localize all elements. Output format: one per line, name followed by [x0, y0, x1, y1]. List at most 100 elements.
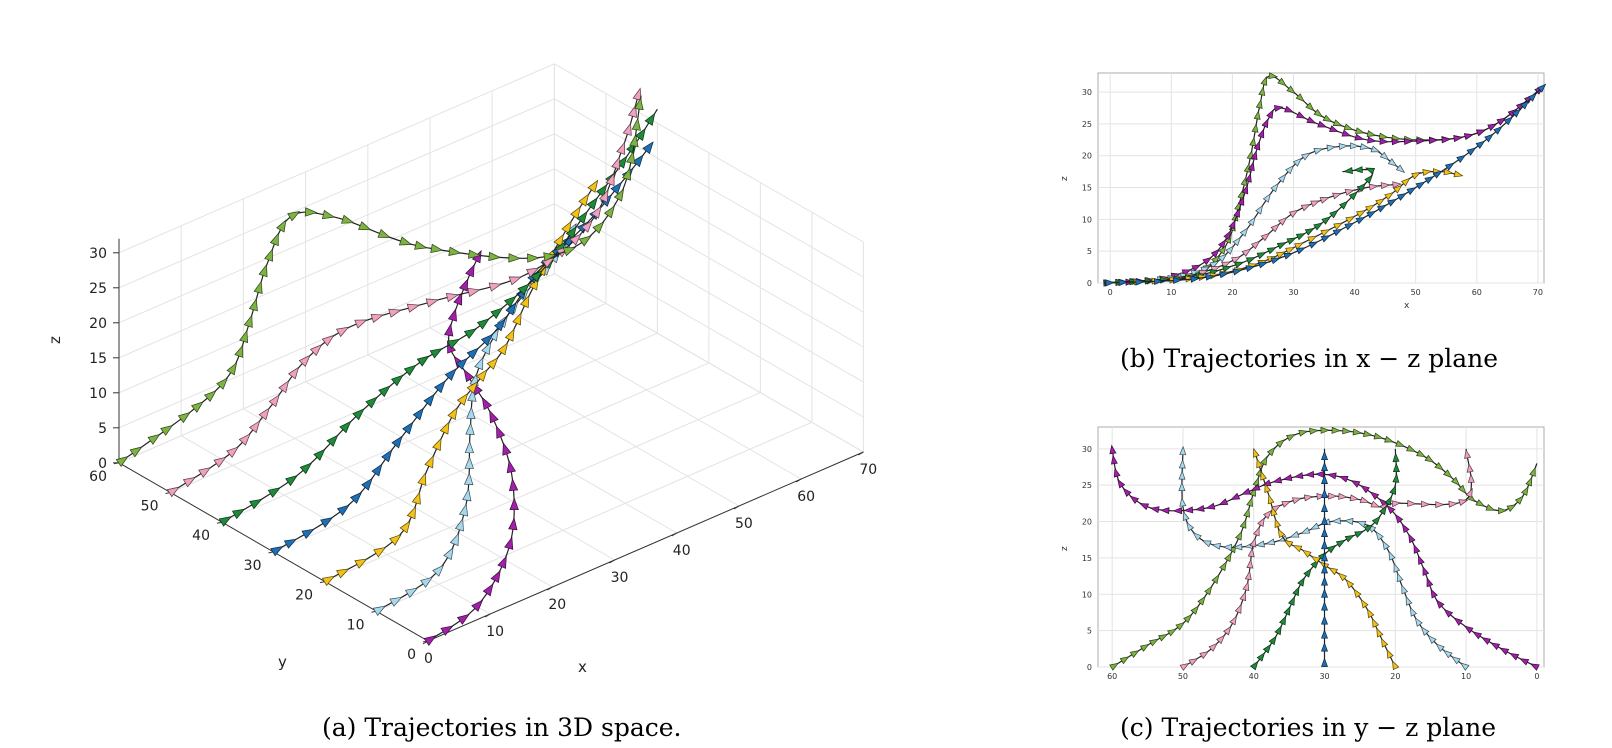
panel-b-series-blue	[1104, 83, 1547, 287]
panel-b-series-pink-arrow	[1241, 248, 1252, 257]
panel-c-x-tick-label: 0	[1534, 672, 1539, 681]
panel-a-series-green-arrow	[378, 385, 391, 398]
panel-c-y-tick-label: 15	[1082, 554, 1092, 563]
panel-c-series-olive-arrow	[1204, 585, 1213, 596]
panel-a-series-blue-arrow	[480, 333, 494, 347]
panel-a-x-tick	[795, 478, 802, 483]
panel-c-series-pink-arrow	[1281, 500, 1292, 508]
panel-a-series-pink-arrow	[248, 420, 261, 434]
panel-c-yz-plot: 60 50 40 30 20 10 0 0 5 10 15 20 25 30 z	[1060, 426, 1545, 681]
panel-b-x-tick-label: 40	[1350, 288, 1360, 297]
panel-a-series-pink-arrow	[508, 276, 523, 286]
panel-b-series-blue-arrow	[1232, 268, 1243, 276]
panel-a-xlabel: x	[578, 658, 587, 676]
panel-a-series-pink-arrow	[605, 172, 615, 187]
panel-c-series-pink-arrow	[1435, 501, 1445, 509]
panel-b-series-green-arrow	[1365, 167, 1376, 175]
panel-a-grid-line	[118, 273, 555, 464]
panel-a-series-yellow-arrow	[447, 406, 458, 421]
panel-c-series-yellow-arrow	[1376, 627, 1384, 638]
panel-c-series-yellow-arrow	[1301, 549, 1312, 558]
panel-a-series-green-arrow	[299, 462, 313, 475]
panel-c-series-olive-arrow	[1197, 595, 1206, 606]
panel-c-series-olive-arrow	[1190, 605, 1200, 615]
panel-a-series-olive-arrow	[508, 253, 522, 263]
panel-c-series-olive-arrow	[1158, 634, 1168, 642]
panel-a-series-pink-arrow	[258, 407, 270, 421]
panel-c-series-magenta-arrow	[1413, 543, 1421, 554]
panel-a-series-magenta-arrow	[489, 409, 499, 424]
panel-c-series-blue-arrow	[1320, 450, 1329, 461]
panel-c-series-pink-arrow	[1263, 509, 1272, 520]
panel-c-series-pink-arrow	[1407, 499, 1417, 507]
panel-b-series-yellow-arrow	[1356, 210, 1366, 218]
panel-b-series-green-arrow	[1364, 174, 1373, 184]
panel-c-series-pink-arrow	[1466, 462, 1474, 473]
panel-b-series-yellow-arrow	[1393, 184, 1403, 194]
panel-c-series-magenta-arrow	[1430, 588, 1438, 599]
panel-c-series-magenta-arrow	[1172, 507, 1183, 515]
panel-a-z-tick-label: 25	[89, 281, 107, 297]
panel-a-series-olive-arrow	[147, 433, 161, 445]
panel-b-series-yellow-arrow	[1294, 242, 1304, 250]
panel-a-y-tick-label: 30	[244, 558, 262, 574]
panel-b-series-blue-arrow	[1190, 275, 1200, 283]
panel-c-series-olive-arrow	[1298, 429, 1309, 437]
panel-a-grid-line	[554, 273, 864, 453]
panel-a-series-green-arrow	[429, 348, 443, 359]
panel-a-series-pink-arrow	[467, 287, 481, 298]
panel-b-series-lightblue-arrow	[1338, 143, 1349, 151]
panel-b-ylabel: z	[1060, 176, 1070, 181]
panel-b-series-magenta-arrow	[1228, 219, 1236, 230]
panel-a-series-green-arrow	[596, 184, 608, 197]
panel-c-series-magenta-arrow	[1499, 647, 1510, 656]
panel-b-series-pink-arrow	[1344, 188, 1355, 196]
panel-c-series-yellow-arrow	[1360, 598, 1369, 609]
panel-a-grid-line	[118, 133, 555, 324]
panel-a-series-yellow-arrow	[475, 369, 488, 382]
panel-a-y-tick-label: 50	[141, 499, 159, 515]
panel-c-series-olive-arrow	[1520, 486, 1529, 496]
panel-a-series-pink-arrow	[278, 380, 290, 394]
panel-a-series-green-arrow	[463, 328, 478, 340]
panel-c-series-olive-arrow	[1406, 444, 1417, 452]
panel-c-series-blue-arrow	[1320, 515, 1329, 525]
panel-c-series-olive-arrow	[1506, 504, 1517, 513]
panel-b-series-olive-arrow	[1218, 244, 1227, 255]
panel-a-grid-line	[273, 362, 710, 553]
panel-a-series-yellow-arrow	[561, 220, 572, 234]
panel-c-series-pink-arrow	[1338, 492, 1348, 500]
panel-b-series-green-arrow	[1245, 257, 1256, 264]
panel-b-series-lightblue-arrow	[1387, 158, 1398, 167]
panel-c-series-lightblue-arrow	[1405, 595, 1413, 606]
panel-b-series-green-arrow	[1234, 261, 1245, 269]
panel-a-series-green-line	[221, 108, 658, 523]
panel-b-series-lightblue-arrow	[1313, 148, 1324, 155]
panel-a-series-yellow-arrow	[512, 312, 522, 326]
panel-a-series-olive-arrow	[613, 188, 624, 202]
panel-b-x-tick-label: 20	[1227, 288, 1237, 297]
panel-b-series-magenta-arrow	[1210, 248, 1220, 258]
panel-c-series-blue	[1320, 448, 1329, 667]
panel-a-series-green-arrow	[476, 318, 490, 330]
panel-a-series-olive-arrow	[321, 209, 336, 220]
panel-b-series-pink-arrow	[1260, 232, 1271, 242]
panel-a-grid-line	[118, 63, 555, 254]
panel-a-x-tick-label: 70	[859, 462, 877, 478]
panel-a-series-pink-arrow	[335, 326, 350, 338]
panel-a-series-blue-arrow	[391, 435, 403, 449]
panel-a-y-tick-label: 0	[407, 647, 416, 663]
panel-b-series-lightblue-arrow	[1232, 236, 1242, 247]
panel-a-series-pink-arrow	[370, 314, 384, 323]
panel-b-series-blue-arrow	[1118, 279, 1129, 287]
panel-c-series-blue-arrow	[1320, 551, 1329, 562]
panel-c-series-magenta-arrow	[1443, 608, 1454, 618]
panel-b-series-lightblue-arrow	[1277, 173, 1287, 183]
panel-c-series-olive-arrow	[1424, 454, 1435, 463]
panel-c-series-yellow-arrow	[1345, 579, 1355, 589]
panel-a-series-olive-arrow	[626, 150, 636, 165]
panel-c-series-lightblue-arrow	[1343, 517, 1354, 525]
panel-c-series-pink-arrow	[1349, 494, 1360, 502]
panel-c-series-lightblue-arrow	[1459, 662, 1470, 671]
panel-b-series-blue-arrow	[1219, 271, 1230, 279]
